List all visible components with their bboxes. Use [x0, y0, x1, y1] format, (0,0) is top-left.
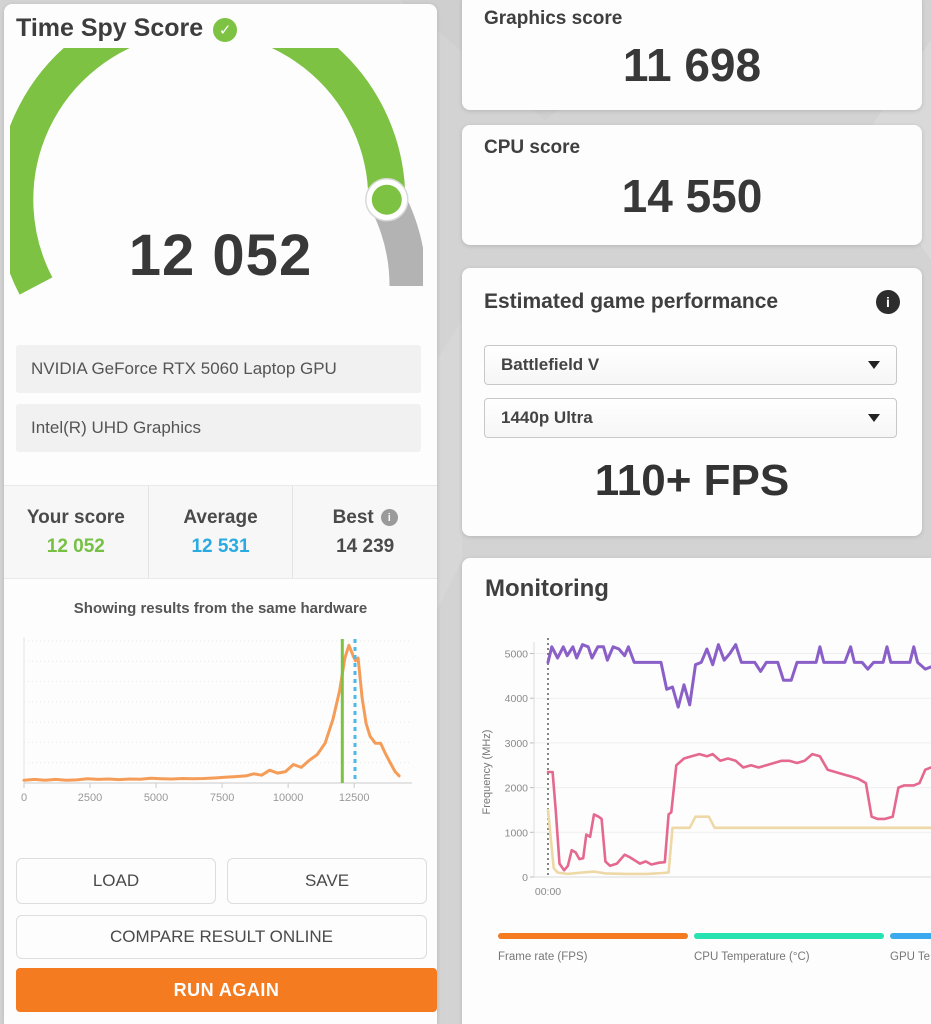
- page-title: Time Spy Score: [16, 14, 204, 42]
- legend-label: CPU Temperature (°C): [694, 951, 810, 963]
- legend-item-frame-rate[interactable]: Frame rate (FPS): [498, 933, 688, 963]
- legend-bar: [694, 933, 884, 939]
- chevron-down-icon: [868, 414, 880, 422]
- best-info-icon[interactable]: i: [380, 509, 398, 526]
- best-score-text: Best: [332, 506, 374, 528]
- svg-text:2000: 2000: [505, 783, 529, 795]
- mon-grid: 0 1000 2000 3000 4000 5000 00:00: [505, 638, 931, 898]
- legend-bar: [890, 933, 931, 939]
- legend-label: GPU Te: [890, 951, 931, 963]
- save-button[interactable]: SAVE: [227, 858, 427, 904]
- run-again-button[interactable]: RUN AGAIN: [16, 968, 437, 1012]
- cpu-score-value: 14 550: [621, 170, 763, 222]
- best-score-label: Best i: [333, 507, 398, 529]
- valid-result-check-icon: ✓: [213, 17, 238, 42]
- pink-line: [546, 752, 931, 872]
- chevron-down-icon: [868, 361, 880, 369]
- legend-label: Frame rate (FPS): [498, 951, 588, 963]
- svg-text:4000: 4000: [505, 693, 529, 705]
- monitoring-title: Monitoring: [485, 575, 609, 602]
- time-spy-result-panel: Time Spy Score ✓ 12 052 NVIDIA GeForce R…: [4, 4, 437, 1024]
- svg-text:10000: 10000: [273, 792, 304, 804]
- cpu-score-card: CPU score 14 550: [462, 125, 922, 245]
- score-value: 12 531: [191, 535, 250, 557]
- svg-text:5000: 5000: [505, 649, 529, 661]
- svg-text:0: 0: [21, 792, 27, 804]
- score-value: 14 239: [336, 535, 395, 557]
- monitoring-legend: Frame rate (FPS) CPU Temperature (°C) GP…: [498, 933, 931, 963]
- hist-ticks: 0 2500 5000 7500 10000 12500: [21, 783, 370, 804]
- score-value: 12 052: [46, 535, 105, 557]
- average-score-label: Average: [183, 506, 258, 528]
- mon-ylabel: Frequency (MHz): [481, 730, 493, 815]
- gpu-name: NVIDIA GeForce RTX 5060 Laptop GPU: [16, 345, 421, 393]
- game-select-dropdown[interactable]: Battlefield V: [484, 345, 897, 385]
- gauge-knob: [371, 184, 402, 215]
- legend-item-cpu-temperature[interactable]: CPU Temperature (°C): [694, 933, 884, 963]
- svg-text:2500: 2500: [78, 792, 102, 804]
- cpu-score-label: CPU score: [484, 137, 581, 158]
- gauge-arc-filled: [10, 48, 406, 295]
- best-score-column: Best i 14 239: [292, 486, 437, 578]
- game-select-value: Battlefield V: [501, 355, 600, 374]
- score-distribution-chart: 0 2500 5000 7500 10000 12500: [21, 637, 412, 804]
- monitoring-chart: 0 1000 2000 3000 4000 5000 00:00 Frequency (MH…: [481, 638, 931, 898]
- legend-item-gpu-temperature[interactable]: GPU Te: [890, 933, 931, 963]
- svg-text:12500: 12500: [339, 792, 370, 804]
- svg-text:7500: 7500: [210, 792, 234, 804]
- mon-series: [546, 643, 931, 876]
- estimated-performance-card: Estimated game performance i Battlefield…: [462, 268, 922, 536]
- tan-line: [546, 808, 931, 876]
- graphics-score-label: Graphics score: [484, 8, 623, 29]
- svg-text:1000: 1000: [505, 827, 529, 839]
- average-score-column: Average 12 531: [147, 486, 293, 578]
- panel-header: Time Spy Score ✓: [16, 14, 238, 43]
- estimated-performance-title: Estimated game performance: [484, 290, 779, 313]
- igpu-name: Intel(R) UHD Graphics: [16, 404, 421, 452]
- hist-curve: [22, 643, 401, 782]
- preset-select-value: 1440p Ultra: [501, 408, 593, 427]
- histogram-title: Showing results from the same hardware: [73, 600, 368, 617]
- compare-result-online-button[interactable]: COMPARE RESULT ONLINE: [16, 915, 427, 959]
- svg-text:3000: 3000: [505, 738, 529, 750]
- estimated-fps-value: 110+ FPS: [594, 456, 790, 505]
- graphics-score-value: 11 698: [622, 39, 762, 91]
- load-button[interactable]: LOAD: [16, 858, 216, 904]
- monitoring-card: Monitoring 0 1000 2000 3000 4000 5000 00:00 Fr…: [462, 558, 931, 1024]
- graphics-score-card: Graphics score 11 698: [462, 0, 922, 110]
- your-score-label: Your score: [26, 506, 125, 528]
- svg-text:5000: 5000: [144, 792, 168, 804]
- hist-gridlines: [24, 640, 412, 764]
- preset-select-dropdown[interactable]: 1440p Ultra: [484, 398, 897, 438]
- svg-text:00:00: 00:00: [535, 886, 561, 898]
- score-comparison-row: Your score 12 052 Average 12 531 Best i …: [4, 485, 437, 579]
- estimated-info-icon[interactable]: i: [876, 290, 900, 314]
- your-score-column: Your score 12 052: [4, 486, 148, 578]
- hist-markers: [340, 639, 357, 783]
- svg-text:0: 0: [522, 872, 528, 884]
- purple-line: [546, 643, 931, 709]
- legend-bar: [498, 933, 688, 939]
- score-gauge: [10, 48, 423, 295]
